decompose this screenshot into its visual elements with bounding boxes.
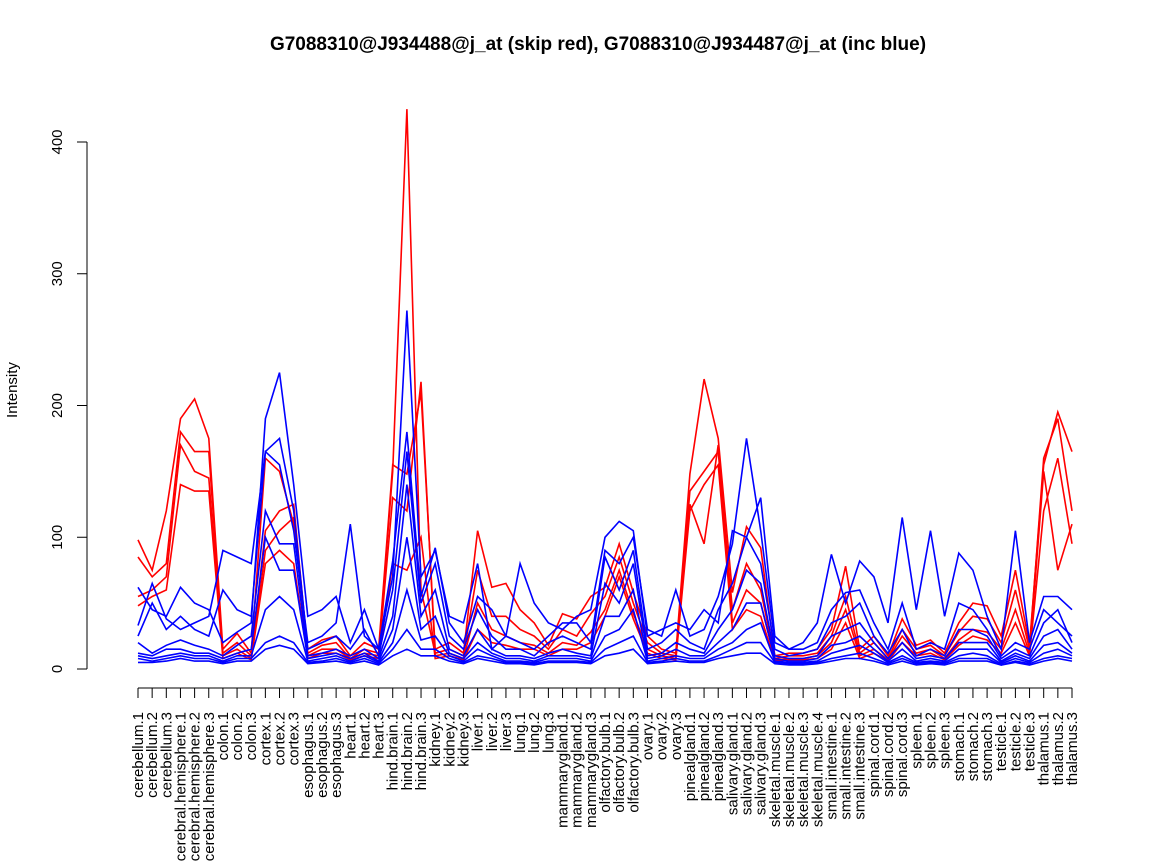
y-tick-label: 400 bbox=[49, 129, 66, 154]
y-axis-label: Intensity bbox=[4, 362, 21, 418]
series-line-5 bbox=[137, 310, 1073, 653]
series-line-6 bbox=[137, 431, 1073, 658]
x-tick-label: pinealgland.1 bbox=[682, 712, 699, 801]
x-tick-label: cerebral.hemisphere.1 bbox=[172, 712, 189, 861]
x-tick-label: kidney.3 bbox=[455, 712, 472, 767]
x-tick-label: skeletal.muscle.1 bbox=[767, 712, 784, 827]
x-tick-label: salivary.gland.1 bbox=[724, 712, 741, 815]
x-tick-label: cerebellum.1 bbox=[130, 712, 147, 798]
x-tick-label: hind.brain.3 bbox=[413, 712, 430, 790]
x-tick-label: cortex.2 bbox=[272, 712, 289, 765]
x-tick-label: esophagus.3 bbox=[328, 712, 345, 798]
x-tick-label: spinal.cord.3 bbox=[894, 712, 911, 797]
x-tick-label: cerebellum.3 bbox=[158, 712, 175, 798]
x-tick-label: thalamus.3 bbox=[1064, 712, 1081, 785]
y-tick-label: 300 bbox=[49, 261, 66, 286]
x-tick-label: heart.3 bbox=[371, 712, 388, 759]
x-tick-label: cortex.1 bbox=[257, 712, 274, 765]
x-tick-label: olfactory.bulb.2 bbox=[611, 712, 628, 813]
y-tick-label: 0 bbox=[49, 665, 66, 673]
x-tick-label: stomach.3 bbox=[979, 712, 996, 781]
x-tick-label: spleen.1 bbox=[908, 712, 925, 769]
x-tick-label: olfactory.bulb.3 bbox=[625, 712, 642, 813]
x-tick-label: skeletal.muscle.4 bbox=[809, 712, 826, 827]
x-tick-label: small.intestine.2 bbox=[838, 712, 855, 820]
x-tick-label: lung.3 bbox=[540, 712, 557, 753]
x-tick-label: kidney.1 bbox=[427, 712, 444, 767]
x-tick-label: hind.brain.2 bbox=[399, 712, 416, 790]
x-tick-label: mammarygland.1 bbox=[555, 712, 572, 828]
x-tick-label: colon.2 bbox=[229, 712, 246, 760]
x-tick-label: stomach.1 bbox=[951, 712, 968, 781]
series-layer bbox=[137, 109, 1073, 666]
x-tick-label: ovary.2 bbox=[654, 712, 671, 760]
series-line-2 bbox=[137, 109, 1073, 660]
x-tick-label: esophagus.1 bbox=[300, 712, 317, 798]
x-tick-label: skeletal.muscle.2 bbox=[781, 712, 798, 827]
x-tick-label: skeletal.muscle.3 bbox=[795, 712, 812, 827]
series-line-7 bbox=[137, 436, 1073, 660]
series-line-8 bbox=[137, 484, 1073, 663]
x-tick-label: pinealgland.3 bbox=[710, 712, 727, 801]
x-tick-label: mammarygland.2 bbox=[569, 712, 586, 828]
x-tick-label: small.intestine.1 bbox=[823, 712, 840, 820]
x-tick-label: cortex.3 bbox=[286, 712, 303, 765]
x-tick-label: ovary.1 bbox=[639, 712, 656, 760]
x-tick-label: mammarygland.3 bbox=[583, 712, 600, 828]
x-tick-label: esophagus.2 bbox=[314, 712, 331, 798]
x-tick-label: liver.2 bbox=[484, 712, 501, 751]
x-tick-label: lung.2 bbox=[526, 712, 543, 753]
x-tick-label: cerebral.hemisphere.3 bbox=[201, 712, 218, 861]
series-line-11 bbox=[137, 628, 1073, 666]
x-tick-label: spleen.2 bbox=[922, 712, 939, 769]
x-tick-label: thalamus.2 bbox=[1050, 712, 1067, 785]
x-tick-label: stomach.2 bbox=[965, 712, 982, 781]
x-tick-label: liver.1 bbox=[470, 712, 487, 751]
x-tick-label: lung.1 bbox=[512, 712, 529, 753]
x-tick-label: kidney.2 bbox=[441, 712, 458, 767]
x-tick-label: testicle.3 bbox=[1022, 712, 1039, 771]
x-tick-label: colon.1 bbox=[215, 712, 232, 760]
x-tick-label: liver.3 bbox=[498, 712, 515, 751]
x-tick-label: spinal.cord.1 bbox=[866, 712, 883, 797]
x-tick-label: cerebellum.2 bbox=[144, 712, 161, 798]
series-line-9 bbox=[137, 534, 1073, 664]
x-tick-label: colon.3 bbox=[243, 712, 260, 760]
y-tick-label: 200 bbox=[49, 393, 66, 418]
x-tick-label: pinealgland.2 bbox=[696, 712, 713, 801]
chart-title: G7088310@J934488@j_at (skip red), G70883… bbox=[270, 34, 926, 55]
x-tick-label: olfactory.bulb.1 bbox=[597, 712, 614, 813]
x-tick-label: spinal.cord.2 bbox=[880, 712, 897, 797]
x-tick-label: small.intestine.3 bbox=[852, 712, 869, 820]
y-tick-label: 100 bbox=[49, 525, 66, 550]
x-tick-label: hind.brain.1 bbox=[385, 712, 402, 790]
x-tick-label: testicle.1 bbox=[993, 712, 1010, 771]
x-tick-label: cerebral.hemisphere.2 bbox=[187, 712, 204, 861]
x-axis: cerebellum.1cerebellum.2cerebellum.3cere… bbox=[130, 687, 1081, 861]
x-tick-label: testicle.2 bbox=[1007, 712, 1024, 771]
series-line-10 bbox=[137, 586, 1073, 665]
x-tick-label: salivary.gland.3 bbox=[753, 712, 770, 815]
x-tick-label: thalamus.1 bbox=[1036, 712, 1053, 785]
x-tick-label: ovary.3 bbox=[668, 712, 685, 760]
x-tick-label: heart.1 bbox=[342, 712, 359, 759]
series-line-12 bbox=[138, 644, 1073, 666]
y-axis: 0 100 200 300 400 bbox=[49, 129, 88, 673]
x-tick-label: spleen.3 bbox=[937, 712, 954, 769]
x-tick-label: salivary.gland.2 bbox=[739, 712, 756, 815]
x-tick-label: heart.2 bbox=[356, 712, 373, 759]
